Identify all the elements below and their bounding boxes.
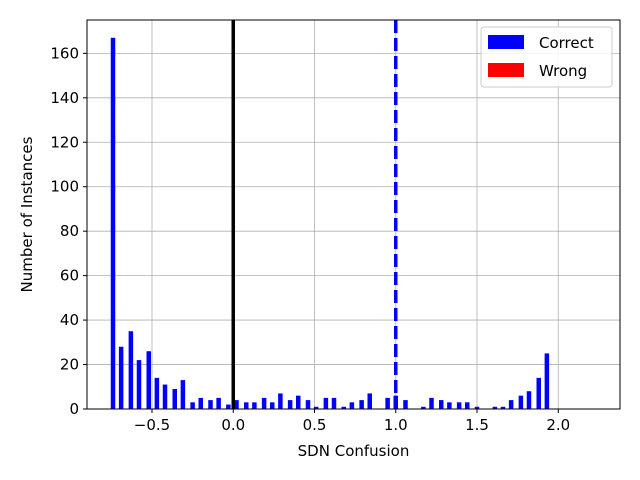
bar bbox=[403, 400, 408, 409]
y-tick-label: 40 bbox=[60, 311, 79, 329]
bar bbox=[421, 406, 426, 409]
bar bbox=[526, 391, 532, 409]
bar bbox=[244, 402, 249, 409]
bar bbox=[313, 406, 319, 409]
bar bbox=[367, 393, 372, 409]
bar bbox=[198, 397, 203, 409]
legend-label: Correct bbox=[539, 34, 594, 52]
legend-swatch bbox=[488, 63, 524, 77]
y-tick-label: 120 bbox=[50, 133, 79, 151]
bar bbox=[190, 402, 195, 409]
bar bbox=[278, 393, 283, 409]
bar bbox=[270, 402, 275, 409]
bars-group bbox=[110, 37, 550, 409]
y-tick-label: 20 bbox=[60, 356, 79, 374]
x-axis-label: SDN Confusion bbox=[298, 442, 410, 460]
x-tick-label: 1.0 bbox=[384, 416, 408, 434]
legend: Correct Wrong bbox=[480, 26, 613, 88]
legend-label: Wrong bbox=[539, 62, 587, 80]
bar bbox=[287, 400, 293, 409]
bar bbox=[323, 397, 329, 409]
bar bbox=[154, 377, 160, 409]
y-ticks: 0 20 40 60 80 100 120 140 160 bbox=[50, 44, 87, 418]
bar bbox=[518, 395, 524, 409]
x-tick-label: 0.0 bbox=[221, 416, 245, 434]
bar bbox=[305, 400, 311, 409]
bar bbox=[146, 351, 151, 409]
bar bbox=[216, 397, 221, 409]
y-tick-label: 140 bbox=[50, 89, 79, 107]
grid-lines bbox=[87, 20, 620, 410]
y-axis-label: Number of Instances bbox=[18, 136, 36, 292]
bar bbox=[385, 397, 390, 409]
bar bbox=[226, 404, 231, 409]
bar bbox=[331, 397, 337, 409]
y-tick-label: 0 bbox=[69, 400, 79, 418]
x-tick-label: 2.0 bbox=[546, 416, 570, 434]
bar bbox=[180, 380, 186, 409]
bar bbox=[447, 402, 452, 409]
bar bbox=[128, 331, 134, 409]
bar bbox=[234, 400, 239, 409]
reference-lines bbox=[231, 20, 398, 409]
x-tick-label: −0.5 bbox=[134, 416, 170, 434]
bar bbox=[341, 406, 346, 409]
bar bbox=[536, 377, 541, 409]
y-tick-label: 160 bbox=[50, 44, 79, 62]
bar bbox=[296, 395, 301, 409]
bar bbox=[500, 406, 506, 409]
bar bbox=[508, 400, 514, 409]
plot-frame bbox=[86, 19, 621, 410]
bar bbox=[252, 402, 257, 409]
y-tick-label: 60 bbox=[60, 267, 79, 285]
bar bbox=[136, 360, 142, 409]
legend-swatch bbox=[488, 35, 524, 49]
bar bbox=[359, 400, 364, 409]
bar bbox=[162, 384, 168, 409]
y-tick-label: 80 bbox=[60, 222, 79, 240]
bar bbox=[118, 346, 124, 409]
bar bbox=[474, 406, 480, 409]
bar bbox=[544, 353, 550, 409]
bar bbox=[208, 400, 213, 409]
x-tick-label: 0.5 bbox=[303, 416, 327, 434]
x-ticks: −0.5 0.0 0.5 1.0 1.5 2.0 bbox=[134, 409, 570, 434]
bar bbox=[172, 388, 177, 409]
bar bbox=[465, 402, 470, 409]
x-tick-label: 1.5 bbox=[465, 416, 489, 434]
bar bbox=[349, 402, 355, 409]
bar bbox=[439, 400, 444, 409]
bar bbox=[261, 397, 267, 409]
bar bbox=[456, 402, 462, 409]
y-tick-label: 100 bbox=[50, 178, 79, 196]
bar bbox=[492, 406, 498, 409]
bar bbox=[429, 397, 434, 409]
bar bbox=[110, 37, 116, 409]
